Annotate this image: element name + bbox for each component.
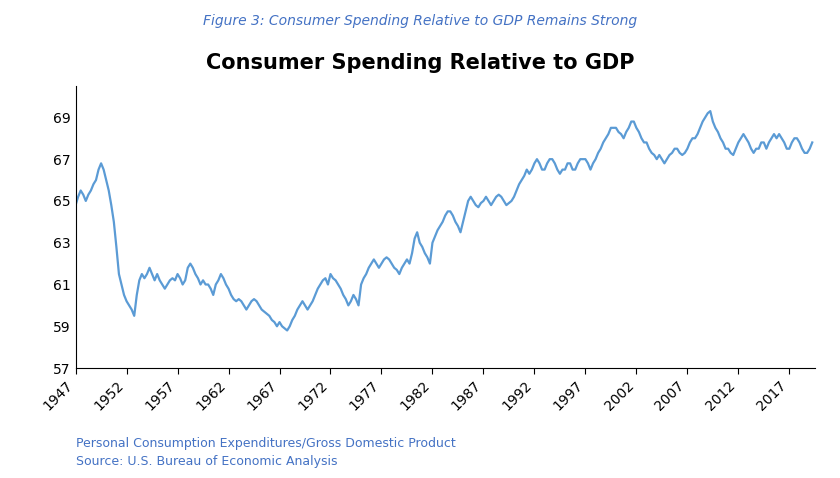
Text: Figure 3: Consumer Spending Relative to GDP Remains Strong: Figure 3: Consumer Spending Relative to … bbox=[203, 14, 637, 28]
Text: Source: U.S. Bureau of Economic Analysis: Source: U.S. Bureau of Economic Analysis bbox=[76, 455, 337, 468]
Text: Consumer Spending Relative to GDP: Consumer Spending Relative to GDP bbox=[206, 53, 634, 73]
Text: Personal Consumption Expenditures/Gross Domestic Product: Personal Consumption Expenditures/Gross … bbox=[76, 437, 455, 450]
